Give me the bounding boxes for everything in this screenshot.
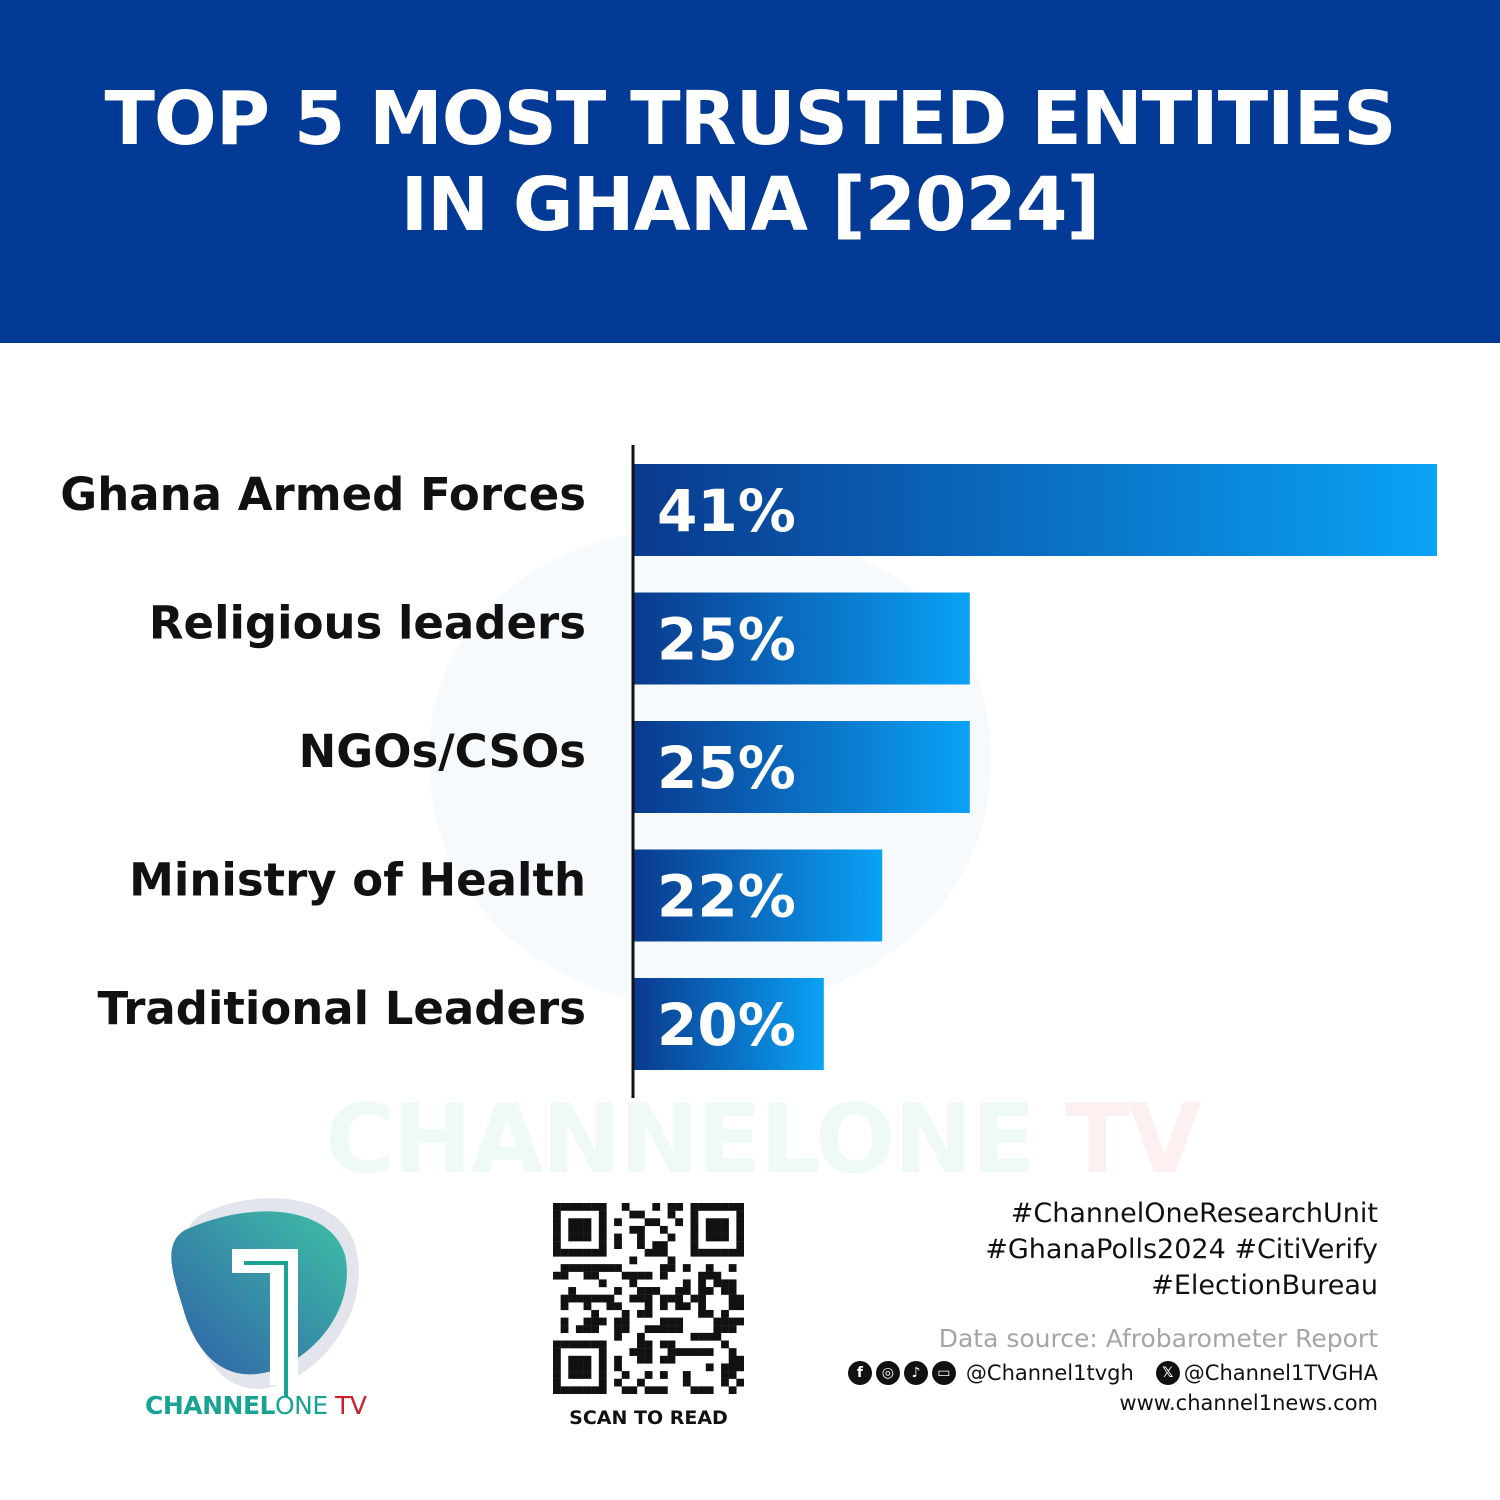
website-link[interactable]: www.channel1news.com — [1119, 1391, 1378, 1415]
watermark: CHANNELONE TV — [325, 1085, 1201, 1195]
youtube-icon[interactable]: ▭ — [931, 1361, 956, 1385]
category-label: Ministry of Health — [129, 854, 586, 907]
tiktok-icon[interactable]: ♪ — [903, 1361, 928, 1385]
logo-wordmark: CHANNELONE TV — [145, 1391, 367, 1420]
category-label: Ghana Armed Forces — [60, 468, 586, 521]
hashtag-line: #ElectionBureau — [1151, 1270, 1378, 1301]
title-line-1: TOP 5 MOST TRUSTED ENTITIES — [104, 75, 1396, 162]
page-title: TOP 5 MOST TRUSTED ENTITIES IN GHANA [20… — [50, 76, 1450, 248]
handle-main: @Channel1tvgh — [965, 1361, 1134, 1385]
data-source: Data source: Afrobarometer Report — [938, 1324, 1378, 1353]
handle-x: @Channel1TVGHA — [1183, 1361, 1378, 1385]
bar-traditional-leaders — [634, 978, 824, 1070]
qr-caption: SCAN TO READ — [569, 1407, 728, 1429]
hashtag-line: #ChannelOneResearchUnit — [1010, 1198, 1378, 1229]
data-label: 25% — [657, 606, 796, 674]
x-twitter-icon[interactable]: 𝕏 — [1155, 1361, 1180, 1385]
instagram-icon[interactable]: ◎ — [875, 1361, 900, 1385]
data-label: 41% — [657, 477, 796, 545]
title-line-2: IN GHANA [2024] — [400, 161, 1101, 248]
channel-one-logo — [171, 1198, 359, 1397]
header-banner: TOP 5 MOST TRUSTED ENTITIES IN GHANA [20… — [0, 0, 1500, 343]
social-handles: f ◎ ♪ ▭ @Channel1tvgh 𝕏 @Channel1TVGHA — [847, 1361, 1378, 1385]
bar-chart: 41% Ghana Armed Forces 25% Religious leader… — [60, 445, 1437, 1098]
category-label: Religious leaders — [149, 597, 586, 650]
data-label: 22% — [657, 863, 796, 931]
bar-ngos-csos — [634, 721, 970, 813]
bar-religious-leaders — [634, 592, 970, 685]
data-label: 25% — [657, 734, 796, 802]
qr-code[interactable] — [553, 1203, 744, 1394]
hashtag-line: #GhanaPolls2024 #CitiVerify — [985, 1234, 1378, 1265]
bar-ministry-of-health — [634, 849, 883, 942]
bar-ghana-armed-forces — [634, 464, 1437, 556]
category-label: Traditional Leaders — [97, 982, 586, 1035]
category-label: NGOs/CSOs — [299, 725, 586, 778]
data-label: 20% — [657, 991, 796, 1059]
footer-info: #ChannelOneResearchUnit #GhanaPolls2024 … — [847, 1196, 1378, 1415]
facebook-icon[interactable]: f — [847, 1361, 872, 1385]
